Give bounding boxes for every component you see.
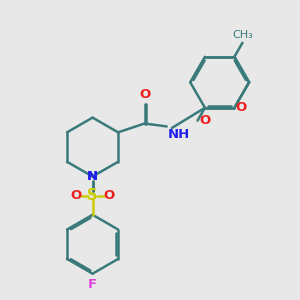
Text: O: O <box>199 114 210 127</box>
Text: CH₃: CH₃ <box>232 30 253 40</box>
Text: O: O <box>139 88 150 101</box>
Text: N: N <box>87 170 98 183</box>
Text: N: N <box>87 170 98 183</box>
Text: NH: NH <box>168 128 190 141</box>
Text: O: O <box>103 189 114 202</box>
Text: O: O <box>71 189 82 202</box>
Text: F: F <box>88 278 97 291</box>
Text: S: S <box>87 188 98 203</box>
Text: O: O <box>236 101 247 114</box>
